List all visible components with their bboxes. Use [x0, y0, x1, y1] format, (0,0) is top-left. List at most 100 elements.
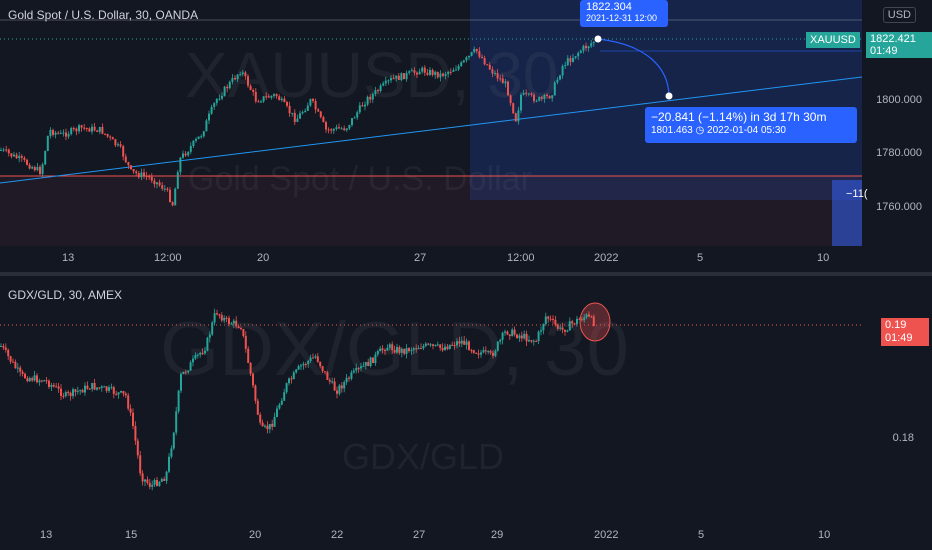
candle-body — [436, 344, 439, 346]
candle-body — [145, 175, 148, 177]
candle-body — [234, 77, 236, 80]
candle-body — [210, 106, 213, 114]
candle-body — [322, 117, 325, 123]
candle-body — [111, 137, 114, 140]
candle-body — [499, 78, 502, 80]
candle-body — [175, 411, 178, 433]
candle-body — [501, 332, 504, 340]
candle-body — [200, 136, 203, 138]
last-price-tag: 1822.421 01:49 — [866, 32, 932, 58]
candle-body — [426, 72, 429, 75]
candle-body — [215, 98, 218, 104]
candle-body — [208, 113, 210, 121]
candle-body — [180, 374, 182, 391]
candle-body — [105, 386, 108, 391]
candle-body — [535, 340, 538, 342]
candle-body — [364, 104, 366, 107]
candle-body — [54, 132, 57, 135]
candle-body — [117, 144, 119, 146]
candle-body — [538, 96, 541, 101]
candle-body — [478, 51, 481, 57]
candle-body — [184, 371, 187, 373]
candle-body — [153, 180, 156, 185]
candle-body — [416, 72, 418, 75]
candle-body — [307, 360, 310, 365]
candle-body — [264, 425, 266, 427]
candle-body — [525, 92, 528, 94]
candle-body — [432, 344, 434, 346]
candle-body — [360, 366, 362, 369]
candle-body — [421, 67, 424, 72]
candle-body — [379, 85, 382, 92]
candle-body — [556, 324, 559, 329]
last-price-tag: 0.19 01:49 — [881, 318, 929, 346]
candle-body — [93, 382, 96, 390]
candle-body — [489, 351, 492, 353]
candle-body — [517, 110, 520, 122]
candle-body — [486, 64, 489, 66]
currency-button[interactable]: USD — [882, 7, 916, 23]
candle-body — [129, 408, 132, 413]
candle-body — [397, 75, 400, 80]
candle-body — [511, 329, 514, 337]
candle-body — [300, 365, 302, 367]
candle-body — [80, 125, 83, 128]
candle-body — [388, 344, 391, 348]
candle-body — [195, 138, 197, 141]
top-price-chart[interactable] — [0, 0, 862, 250]
price-axis-label: 0.18 — [892, 432, 914, 444]
candle-body — [290, 378, 293, 380]
candle-body — [304, 364, 307, 366]
candle-body — [470, 52, 473, 56]
candle-body — [268, 423, 271, 430]
candle-body — [100, 386, 103, 389]
candle-body — [48, 380, 50, 387]
candle-body — [189, 146, 192, 152]
candle-body — [291, 112, 294, 114]
candle-body — [579, 50, 582, 53]
candle-body — [492, 352, 494, 356]
time-axis-label: 2022 — [594, 252, 619, 264]
candle-body — [530, 340, 533, 342]
candle-body — [507, 81, 509, 96]
candle-body — [96, 130, 99, 132]
candle-body — [223, 86, 226, 96]
candle-body — [44, 151, 47, 165]
candle-body — [151, 484, 154, 487]
top-chart-pane[interactable]: −11( XAUUSD, 30 Gold Spot / U.S. Dollar … — [0, 0, 932, 272]
candle-body — [314, 356, 317, 358]
candle-body — [244, 72, 247, 77]
candle-body — [176, 172, 179, 189]
candle-body — [148, 482, 151, 487]
candle-body — [257, 101, 260, 103]
candle-body — [260, 101, 262, 103]
candle-body — [211, 322, 214, 335]
candle-body — [533, 94, 535, 102]
candle-body — [19, 367, 22, 372]
candle-body — [204, 350, 206, 354]
candle-body — [444, 74, 447, 76]
pane-separator[interactable] — [0, 272, 932, 276]
candle-body — [160, 479, 163, 482]
candle-body — [208, 334, 211, 338]
candle-body — [218, 98, 221, 100]
candle-body — [569, 58, 572, 62]
candle-body — [132, 169, 135, 172]
candle-body — [319, 361, 322, 367]
candle-body — [46, 135, 49, 152]
candle-body — [568, 321, 571, 331]
candle-body — [221, 95, 223, 99]
candle-body — [182, 371, 185, 375]
candle-body — [2, 149, 5, 151]
candle-body — [161, 185, 164, 189]
highlight-circle — [579, 302, 611, 342]
candle-body — [124, 393, 127, 396]
candle-body — [88, 388, 91, 390]
candle-body — [45, 380, 48, 382]
bottom-chart-pane[interactable]: GDX/GLD, 30 GDX/GLD GDX/GLD, 30, AMEX 0.… — [0, 276, 932, 550]
candle-body — [31, 167, 34, 169]
candle-body — [283, 98, 286, 103]
bottom-ratio-chart[interactable] — [0, 276, 862, 522]
candle-body — [364, 361, 367, 366]
candle-body — [580, 319, 583, 321]
